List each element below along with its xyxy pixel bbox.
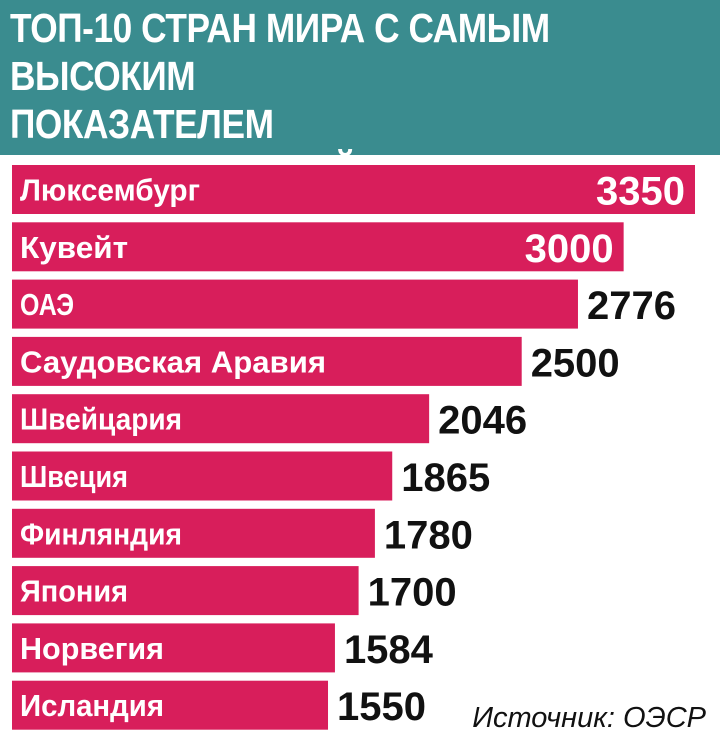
title-banner: ТОП-10 СТРАН МИРА С САМЫМ ВЫСОКИМ ПОКАЗА… <box>0 0 720 243</box>
bar <box>12 566 359 616</box>
value-label: 1584 <box>344 628 434 672</box>
category-label: Исландия <box>20 688 164 723</box>
bar <box>12 508 375 558</box>
category-label: Япония <box>20 574 128 609</box>
category-label: Саудовская Аравия <box>20 344 326 379</box>
bar <box>12 336 522 386</box>
value-label: 3000 <box>525 227 614 271</box>
category-label: Люксембург <box>20 173 200 208</box>
category-label: ОАЭ <box>20 287 74 322</box>
bar <box>12 680 329 730</box>
category-label: Финляндия <box>20 516 182 551</box>
value-label: 1865 <box>401 456 490 500</box>
category-label: Швеция <box>20 459 128 494</box>
category-label: Кувейт <box>20 230 128 265</box>
value-label: 3350 <box>596 170 685 214</box>
value-label: 1700 <box>368 571 457 615</box>
value-label: 1780 <box>384 513 473 557</box>
value-label: 2500 <box>531 341 620 385</box>
value-label: 2776 <box>587 284 676 328</box>
bar <box>12 623 335 673</box>
bar <box>12 451 393 501</box>
bar <box>12 165 695 214</box>
category-label: Норвегия <box>20 631 164 666</box>
bar-chart: Люксембург 3350 Кувейт 3000 ОАЭ 2776 Саудовска… <box>12 165 695 730</box>
bar <box>12 394 430 444</box>
value-label: 1550 <box>337 685 426 729</box>
category-label: Швейцария <box>20 402 182 437</box>
value-label: 2046 <box>438 399 527 443</box>
bar <box>12 279 578 329</box>
bar <box>12 222 624 272</box>
source-note: Источник: ОЭСР <box>472 702 706 734</box>
